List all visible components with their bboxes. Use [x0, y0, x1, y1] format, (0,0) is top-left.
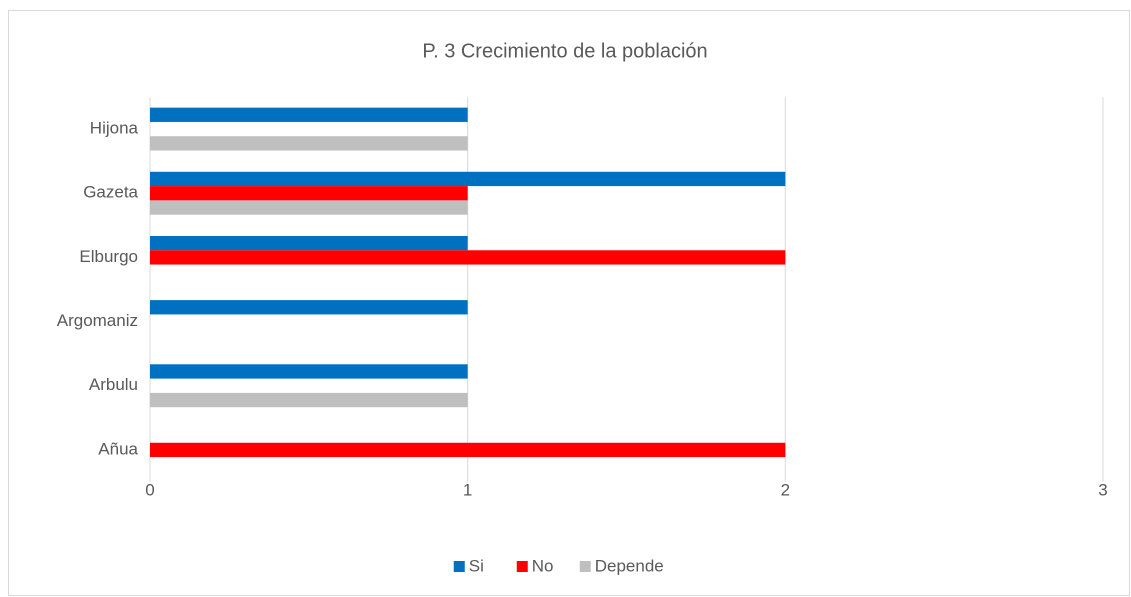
bar	[150, 200, 468, 215]
bar	[150, 186, 468, 201]
legend-label: Depende	[595, 556, 664, 575]
y-tick-label: Elburgo	[79, 247, 138, 266]
legend-swatch	[453, 561, 465, 572]
bar	[150, 171, 786, 187]
legend-swatch	[579, 561, 591, 572]
chart-title: P. 3 Crecimiento de la población	[422, 40, 707, 62]
y-tick-label: Arbulu	[89, 375, 138, 394]
legend-label: No	[532, 556, 554, 575]
legend-label: Si	[469, 556, 484, 575]
y-tick-label: Añua	[98, 439, 138, 458]
bar	[150, 235, 468, 251]
x-tick-label: 1	[463, 480, 472, 499]
y-tick-label: Argomaniz	[57, 311, 138, 330]
bar	[150, 442, 786, 458]
x-tick-label: 2	[781, 480, 790, 499]
bar	[150, 136, 468, 151]
bar	[150, 300, 468, 315]
y-tick-label: Gazeta	[83, 183, 138, 202]
x-tick-label: 0	[145, 480, 154, 499]
bar	[150, 250, 786, 265]
x-tick-label: 3	[1098, 480, 1107, 499]
bar	[150, 107, 468, 122]
bar	[150, 392, 468, 408]
y-tick-label: Hijona	[90, 119, 139, 138]
legend-swatch	[516, 561, 528, 572]
bar	[150, 364, 468, 379]
